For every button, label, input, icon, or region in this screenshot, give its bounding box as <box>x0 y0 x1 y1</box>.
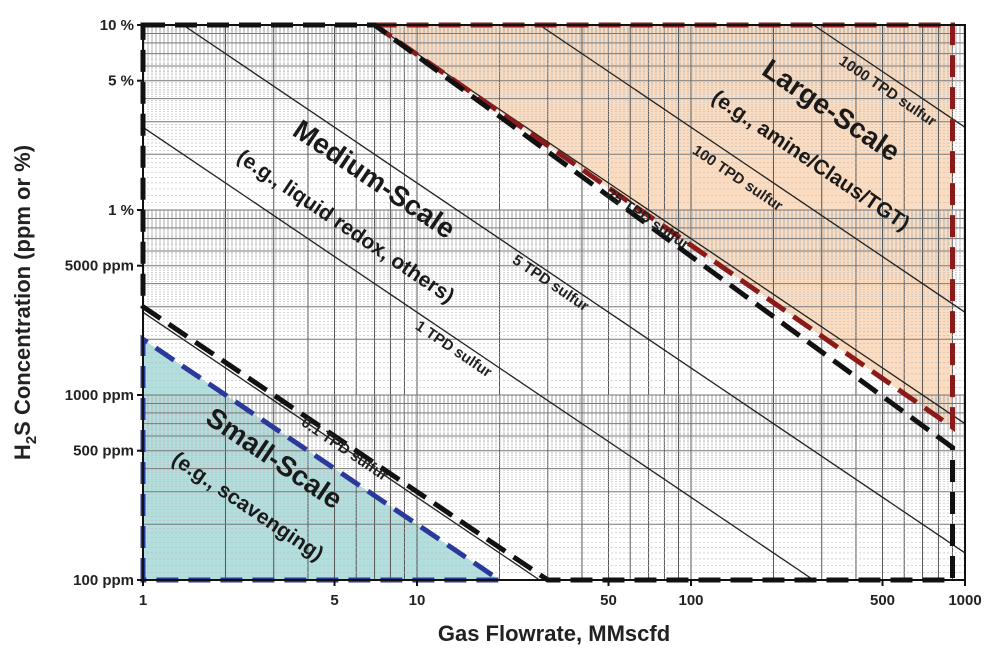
y-tick-label: 5 % <box>108 73 134 90</box>
sulfur-line-label-1: 1 TPD sulfur <box>412 318 495 382</box>
x-tick-label: 500 <box>870 592 895 609</box>
sulfur-line-1 <box>142 126 814 581</box>
y-tick-label: 500 ppm <box>73 443 134 460</box>
x-axis-title: Gas Flowrate, MMscfd <box>438 621 670 646</box>
sulfur-line-5 <box>813 24 966 128</box>
sulfur-lines-layer <box>142 24 966 581</box>
y-tick-label: 100 ppm <box>73 572 134 589</box>
sulfur-line-0 <box>142 311 540 581</box>
sulfur-line-2 <box>182 24 966 554</box>
sulfur-line-3 <box>374 24 966 425</box>
x-tick-label: 1 <box>139 592 147 609</box>
x-tick-label: 1000 <box>948 592 981 609</box>
sulfur-line-4 <box>539 24 966 313</box>
x-tick-label: 50 <box>600 592 617 609</box>
y-tick-label: 5000 ppm <box>65 258 134 275</box>
y-tick-label: 1000 ppm <box>65 387 134 404</box>
y-axis-title: H2S Concentration (ppm or %) <box>10 145 40 460</box>
x-tick-label: 10 <box>409 592 426 609</box>
plot-frame <box>142 24 966 581</box>
grid-layer <box>142 25 965 581</box>
x-tick-label: 100 <box>678 592 703 609</box>
ticks-layer: 1 5 10 50 100 500 1000 100 ppm 500 ppm 1000 ppm 50… <box>65 17 982 609</box>
x-tick-label: 5 <box>330 592 338 609</box>
y-tick-label: 1 % <box>108 202 134 219</box>
y-tick-label: 10 % <box>100 17 134 34</box>
